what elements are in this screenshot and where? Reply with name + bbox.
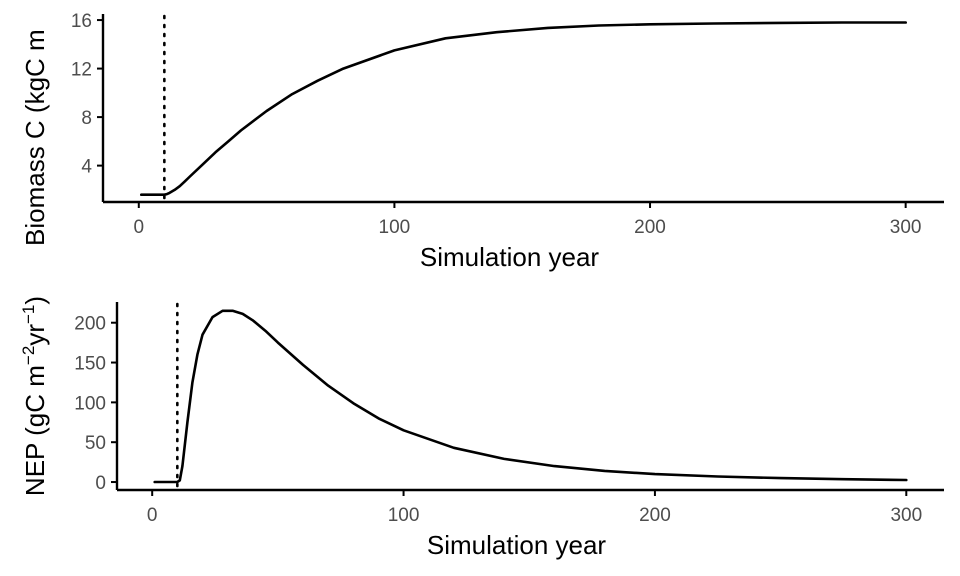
x-tick-label: 0 bbox=[133, 217, 144, 238]
y-tick-label: 200 bbox=[74, 314, 106, 335]
x-tick-label: 200 bbox=[639, 505, 671, 526]
x-axis-title: Simulation year bbox=[420, 242, 600, 272]
x-tick-label: 200 bbox=[634, 217, 666, 238]
y-axis-title: NEP (gC m−2yr−1) bbox=[19, 296, 50, 496]
x-tick-label: 300 bbox=[890, 505, 922, 526]
y-tick-label: 150 bbox=[74, 354, 106, 375]
y-tick-label: 16 bbox=[71, 11, 92, 32]
y-tick-label: 50 bbox=[85, 433, 106, 454]
y-tick-label: 8 bbox=[81, 108, 92, 129]
y-tick-label: 100 bbox=[74, 393, 106, 414]
y-tick-label: 0 bbox=[95, 473, 106, 494]
y-axis-title: Biomass C (kgC m bbox=[20, 29, 50, 246]
series-line bbox=[153, 309, 908, 484]
y-tick-label: 4 bbox=[81, 157, 92, 178]
x-tick-label: 100 bbox=[379, 217, 411, 238]
y-tick-label: 12 bbox=[71, 60, 92, 81]
series-line bbox=[140, 21, 908, 196]
panel-nep: 0 100 200 300 0 50 100 150 200 Simulation year NEP… bbox=[19, 296, 944, 560]
panel-biomass: 0 100 200 300 4 8 12 16 Simulation year Biomass C… bbox=[20, 11, 944, 272]
x-tick-label: 100 bbox=[388, 505, 420, 526]
x-tick-label: 300 bbox=[890, 217, 922, 238]
x-tick-label: 0 bbox=[147, 505, 158, 526]
x-axis-title: Simulation year bbox=[427, 530, 607, 560]
